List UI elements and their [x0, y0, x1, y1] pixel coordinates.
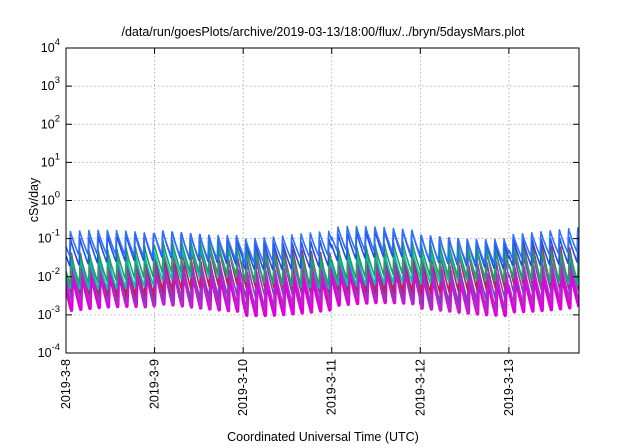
y-tick-label: 102 — [41, 113, 60, 131]
x-tick-label: 2019-3-8 — [59, 359, 73, 409]
y-tick-label: 10-1 — [38, 228, 60, 246]
y-tick-label: 10-3 — [38, 304, 60, 322]
plot-frame — [65, 47, 580, 354]
chart-title: /data/run/goesPlots/archive/2019-03-13/1… — [121, 25, 525, 39]
x-tick-label: 2019-3-11 — [325, 359, 339, 415]
y-axis-label: cSv/day — [27, 177, 41, 222]
x-tick-label: 2019-3-10 — [236, 359, 250, 416]
y-tick-label: 103 — [41, 75, 60, 93]
y-tick-label: 10-4 — [38, 342, 60, 360]
series-line — [66, 239, 579, 286]
series-line — [66, 225, 579, 265]
plot-area — [66, 225, 579, 318]
x-tick-label: 2019-3-13 — [502, 359, 516, 416]
y-tick-label: 10-2 — [38, 266, 60, 284]
x-tick-label: 2019-3-12 — [413, 359, 427, 416]
y-tick-label: 101 — [41, 151, 60, 169]
x-axis-label: Coordinated Universal Time (UTC) — [227, 430, 419, 444]
axes: 10-4 10-3 10-2 10-1 100 101 102 103 104 2019-3-8 2… — [38, 37, 580, 416]
y-tick-label: 100 — [41, 190, 60, 208]
x-tick-label: 2019-3-9 — [148, 359, 162, 409]
y-tick-label: 104 — [41, 37, 60, 55]
series-line — [66, 229, 579, 271]
